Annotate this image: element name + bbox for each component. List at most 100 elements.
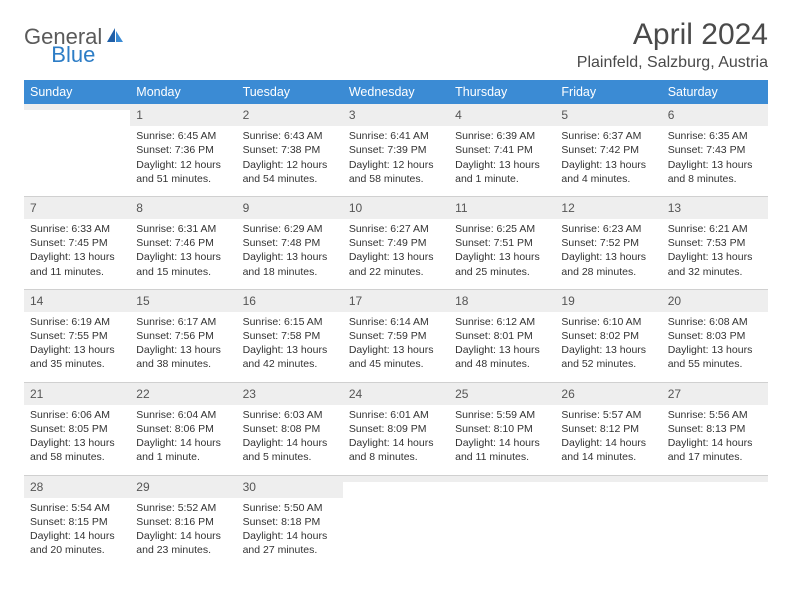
day-number: [343, 475, 449, 482]
page-title: April 2024: [577, 18, 768, 52]
day-info: [662, 482, 768, 542]
header: General Blue April 2024 Plainfeld, Salzb…: [24, 18, 768, 72]
day-info: Sunrise: 5:54 AMSunset: 8:15 PMDaylight:…: [24, 498, 130, 568]
sunrise-text: Sunrise: 6:14 AM: [349, 315, 443, 329]
day-number: 23: [237, 382, 343, 405]
calendar-cell: 17Sunrise: 6:14 AMSunset: 7:59 PMDayligh…: [343, 289, 449, 382]
day-info: Sunrise: 6:23 AMSunset: 7:52 PMDaylight:…: [555, 219, 661, 289]
sunset-text: Sunset: 7:46 PM: [136, 236, 230, 250]
daylight-text: Daylight: 14 hours and 5 minutes.: [243, 436, 337, 464]
day-info: Sunrise: 6:29 AMSunset: 7:48 PMDaylight:…: [237, 219, 343, 289]
day-info: Sunrise: 6:01 AMSunset: 8:09 PMDaylight:…: [343, 405, 449, 475]
calendar-cell: [449, 475, 555, 568]
daylight-text: Daylight: 13 hours and 48 minutes.: [455, 343, 549, 371]
daylight-text: Daylight: 13 hours and 4 minutes.: [561, 158, 655, 186]
sunrise-text: Sunrise: 6:12 AM: [455, 315, 549, 329]
calendar-cell: [343, 475, 449, 568]
daylight-text: Daylight: 13 hours and 1 minute.: [455, 158, 549, 186]
day-info: Sunrise: 6:21 AMSunset: 7:53 PMDaylight:…: [662, 219, 768, 289]
sunrise-text: Sunrise: 6:39 AM: [455, 129, 549, 143]
day-info: Sunrise: 6:39 AMSunset: 7:41 PMDaylight:…: [449, 126, 555, 196]
sunrise-text: Sunrise: 6:01 AM: [349, 408, 443, 422]
sunrise-text: Sunrise: 6:21 AM: [668, 222, 762, 236]
day-info: Sunrise: 6:43 AMSunset: 7:38 PMDaylight:…: [237, 126, 343, 196]
sunset-text: Sunset: 8:09 PM: [349, 422, 443, 436]
calendar-cell: 8Sunrise: 6:31 AMSunset: 7:46 PMDaylight…: [130, 196, 236, 289]
day-number: 28: [24, 475, 130, 498]
weekday-header: Sunday: [24, 80, 130, 104]
daylight-text: Daylight: 14 hours and 23 minutes.: [136, 529, 230, 557]
weekday-header: Wednesday: [343, 80, 449, 104]
day-info: Sunrise: 6:15 AMSunset: 7:58 PMDaylight:…: [237, 312, 343, 382]
calendar-cell: 5Sunrise: 6:37 AMSunset: 7:42 PMDaylight…: [555, 104, 661, 196]
daylight-text: Daylight: 14 hours and 14 minutes.: [561, 436, 655, 464]
sunrise-text: Sunrise: 5:56 AM: [668, 408, 762, 422]
sunrise-text: Sunrise: 6:33 AM: [30, 222, 124, 236]
daylight-text: Daylight: 14 hours and 1 minute.: [136, 436, 230, 464]
sunrise-text: Sunrise: 5:50 AM: [243, 501, 337, 515]
calendar-cell: [555, 475, 661, 568]
location-text: Plainfeld, Salzburg, Austria: [577, 54, 768, 72]
sunrise-text: Sunrise: 6:08 AM: [668, 315, 762, 329]
sunset-text: Sunset: 7:58 PM: [243, 329, 337, 343]
daylight-text: Daylight: 14 hours and 8 minutes.: [349, 436, 443, 464]
day-number: 22: [130, 382, 236, 405]
sunrise-text: Sunrise: 6:27 AM: [349, 222, 443, 236]
sunset-text: Sunset: 7:36 PM: [136, 143, 230, 157]
daylight-text: Daylight: 12 hours and 51 minutes.: [136, 158, 230, 186]
sunrise-text: Sunrise: 6:37 AM: [561, 129, 655, 143]
calendar-cell: 2Sunrise: 6:43 AMSunset: 7:38 PMDaylight…: [237, 104, 343, 196]
calendar-cell: 9Sunrise: 6:29 AMSunset: 7:48 PMDaylight…: [237, 196, 343, 289]
day-number: 13: [662, 196, 768, 219]
day-number: 24: [343, 382, 449, 405]
day-info: Sunrise: 6:25 AMSunset: 7:51 PMDaylight:…: [449, 219, 555, 289]
sunrise-text: Sunrise: 5:54 AM: [30, 501, 124, 515]
sunrise-text: Sunrise: 5:52 AM: [136, 501, 230, 515]
calendar-cell: [24, 104, 130, 196]
calendar-cell: 10Sunrise: 6:27 AMSunset: 7:49 PMDayligh…: [343, 196, 449, 289]
day-number: 12: [555, 196, 661, 219]
day-number: 30: [237, 475, 343, 498]
daylight-text: Daylight: 13 hours and 11 minutes.: [30, 250, 124, 278]
sunrise-text: Sunrise: 6:17 AM: [136, 315, 230, 329]
day-number: 29: [130, 475, 236, 498]
day-number: 25: [449, 382, 555, 405]
logo: General Blue: [24, 24, 173, 50]
day-info: Sunrise: 6:06 AMSunset: 8:05 PMDaylight:…: [24, 405, 130, 475]
sunset-text: Sunset: 8:03 PM: [668, 329, 762, 343]
daylight-text: Daylight: 13 hours and 32 minutes.: [668, 250, 762, 278]
day-number: 5: [555, 104, 661, 126]
calendar-page: General Blue April 2024 Plainfeld, Salzb…: [0, 0, 792, 585]
day-info: Sunrise: 6:37 AMSunset: 7:42 PMDaylight:…: [555, 126, 661, 196]
day-info: Sunrise: 6:33 AMSunset: 7:45 PMDaylight:…: [24, 219, 130, 289]
sunset-text: Sunset: 8:15 PM: [30, 515, 124, 529]
sunrise-text: Sunrise: 6:25 AM: [455, 222, 549, 236]
sunrise-text: Sunrise: 6:15 AM: [243, 315, 337, 329]
calendar-cell: 1Sunrise: 6:45 AMSunset: 7:36 PMDaylight…: [130, 104, 236, 196]
day-info: Sunrise: 6:41 AMSunset: 7:39 PMDaylight:…: [343, 126, 449, 196]
day-info: Sunrise: 6:35 AMSunset: 7:43 PMDaylight:…: [662, 126, 768, 196]
day-number: 19: [555, 289, 661, 312]
daylight-text: Daylight: 13 hours and 55 minutes.: [668, 343, 762, 371]
day-number: 8: [130, 196, 236, 219]
calendar-week-row: 21Sunrise: 6:06 AMSunset: 8:05 PMDayligh…: [24, 382, 768, 475]
day-info: Sunrise: 5:52 AMSunset: 8:16 PMDaylight:…: [130, 498, 236, 568]
sunrise-text: Sunrise: 6:29 AM: [243, 222, 337, 236]
sunset-text: Sunset: 7:55 PM: [30, 329, 124, 343]
sunset-text: Sunset: 7:49 PM: [349, 236, 443, 250]
sunrise-text: Sunrise: 6:45 AM: [136, 129, 230, 143]
day-info: [555, 482, 661, 542]
sunrise-text: Sunrise: 6:35 AM: [668, 129, 762, 143]
sunset-text: Sunset: 7:38 PM: [243, 143, 337, 157]
calendar-cell: 7Sunrise: 6:33 AMSunset: 7:45 PMDaylight…: [24, 196, 130, 289]
calendar-cell: 21Sunrise: 6:06 AMSunset: 8:05 PMDayligh…: [24, 382, 130, 475]
day-number: 6: [662, 104, 768, 126]
calendar-cell: 30Sunrise: 5:50 AMSunset: 8:18 PMDayligh…: [237, 475, 343, 568]
calendar-week-row: 14Sunrise: 6:19 AMSunset: 7:55 PMDayligh…: [24, 289, 768, 382]
day-number: 4: [449, 104, 555, 126]
calendar-cell: 4Sunrise: 6:39 AMSunset: 7:41 PMDaylight…: [449, 104, 555, 196]
daylight-text: Daylight: 12 hours and 54 minutes.: [243, 158, 337, 186]
calendar-cell: 12Sunrise: 6:23 AMSunset: 7:52 PMDayligh…: [555, 196, 661, 289]
daylight-text: Daylight: 14 hours and 11 minutes.: [455, 436, 549, 464]
day-number: [449, 475, 555, 482]
